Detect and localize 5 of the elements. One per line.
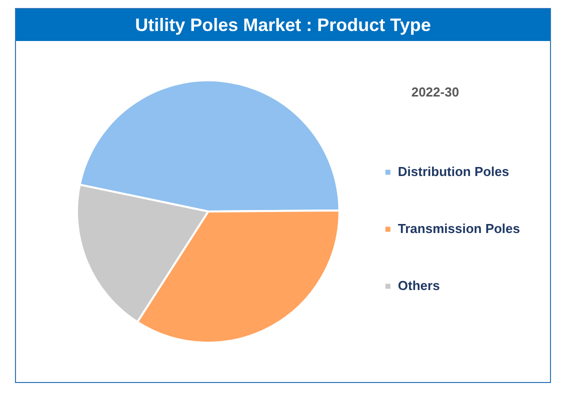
legend-title: 2022-30	[411, 84, 460, 100]
chart-title: Utility Poles Market : Product Type	[16, 9, 550, 41]
legend-label: Transmission Poles	[398, 220, 520, 236]
legend-label: Others	[398, 278, 440, 293]
legend-label: Distribution Poles	[398, 164, 510, 179]
